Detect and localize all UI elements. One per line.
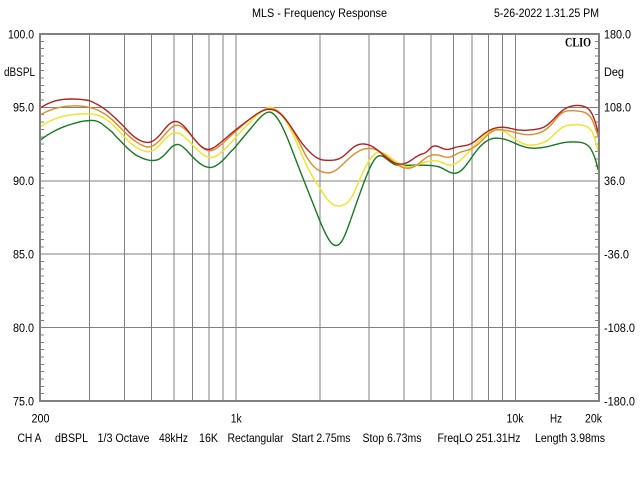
svg-text:100.0: 100.0 [8,27,34,41]
svg-text:1/3 Octave: 1/3 Octave [98,431,150,445]
svg-text:-180.0: -180.0 [604,394,635,408]
svg-text:MLS - Frequency Response: MLS - Frequency Response [252,6,387,20]
svg-text:-108.0: -108.0 [604,321,635,335]
svg-text:90.0: 90.0 [13,174,34,188]
svg-text:20k: 20k [585,411,603,425]
svg-text:Length 3.98ms: Length 3.98ms [535,431,605,445]
svg-text:dBSPL: dBSPL [4,65,35,79]
svg-text:CLIO: CLIO [565,35,591,50]
svg-text:dBSPL: dBSPL [55,431,88,445]
svg-text:-36.0: -36.0 [604,248,629,262]
svg-text:FreqLO 251.31Hz: FreqLO 251.31Hz [438,431,521,445]
svg-text:Deg: Deg [604,65,624,79]
svg-text:48kHz: 48kHz [159,431,188,445]
svg-text:10k: 10k [507,411,525,425]
svg-text:36.0: 36.0 [604,174,625,188]
svg-text:200: 200 [32,411,50,425]
svg-text:80.0: 80.0 [13,321,34,335]
svg-text:Rectangular: Rectangular [228,431,284,445]
svg-text:16K: 16K [199,431,219,445]
svg-text:95.0: 95.0 [13,101,34,115]
svg-text:Stop 6.73ms: Stop 6.73ms [363,431,422,445]
svg-text:108.0: 108.0 [604,101,631,115]
svg-text:180.0: 180.0 [604,27,631,41]
svg-text:75.0: 75.0 [13,394,34,408]
svg-text:CH A: CH A [18,431,43,445]
svg-text:Hz: Hz [550,411,562,425]
svg-text:1k: 1k [231,411,243,425]
svg-text:85.0: 85.0 [13,248,34,262]
svg-text:5-26-2022 1.31.25 PM: 5-26-2022 1.31.25 PM [494,6,599,20]
svg-text:Start 2.75ms: Start 2.75ms [292,431,351,445]
